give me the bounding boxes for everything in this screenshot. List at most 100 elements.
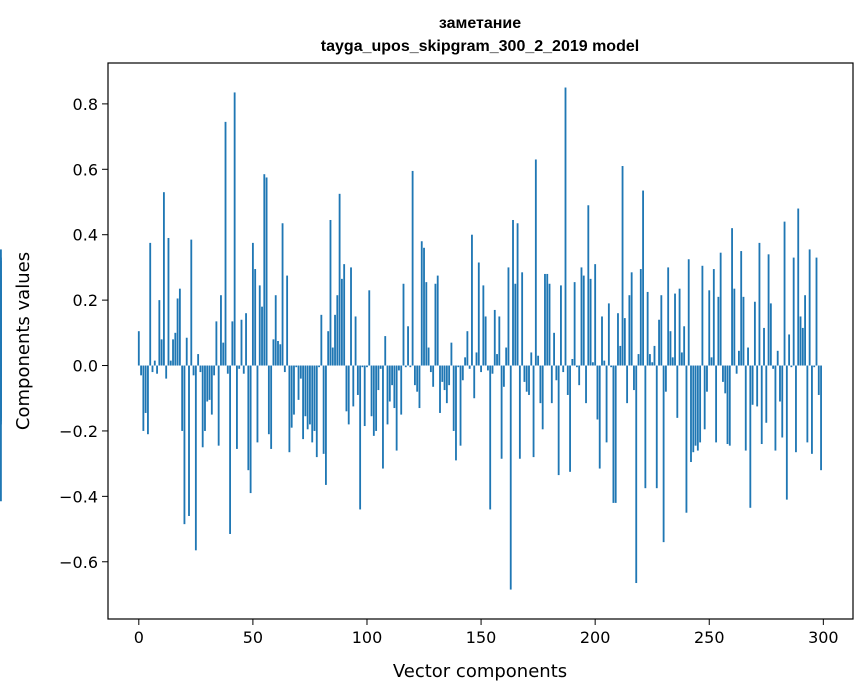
bar [557, 365, 560, 476]
bar [683, 326, 686, 366]
bar [356, 365, 359, 395]
bar [815, 257, 818, 366]
bar [441, 365, 444, 382]
bar [233, 92, 236, 366]
bar [404, 365, 407, 368]
bar [306, 365, 309, 430]
bar [174, 332, 177, 366]
bar [279, 344, 282, 366]
bar [347, 365, 350, 425]
bar [156, 365, 158, 374]
bar [553, 332, 555, 366]
bar [281, 223, 284, 366]
bar [201, 365, 204, 448]
bar [368, 290, 371, 366]
bar [728, 365, 731, 446]
bar [334, 314, 336, 366]
bar [658, 319, 660, 366]
bar [530, 352, 533, 366]
bar [436, 275, 439, 366]
bar [772, 365, 775, 369]
bar [267, 365, 270, 435]
bar [708, 290, 711, 366]
bar [254, 269, 257, 366]
bar [242, 365, 245, 374]
bar [619, 345, 622, 366]
bar [455, 365, 457, 461]
bar [375, 365, 378, 431]
bar [804, 295, 806, 366]
bar [423, 247, 425, 366]
bar [801, 327, 804, 366]
bar [779, 365, 781, 402]
bar [151, 365, 154, 373]
bar [473, 365, 476, 399]
bar [158, 300, 161, 366]
bar [270, 365, 273, 449]
bar [715, 365, 718, 443]
bar [498, 316, 501, 366]
bar [398, 365, 400, 371]
bar [817, 365, 820, 395]
bar [742, 296, 745, 366]
bar [724, 365, 727, 394]
bar [432, 365, 435, 387]
bar [744, 365, 747, 451]
bar [642, 190, 644, 366]
bar [272, 339, 275, 366]
bar [534, 159, 537, 366]
bar [391, 365, 393, 386]
bar [188, 365, 190, 516]
bar [217, 365, 220, 446]
bar [400, 365, 403, 415]
bar [662, 365, 665, 543]
bar [537, 355, 540, 366]
bar [765, 365, 768, 423]
bar [331, 347, 334, 366]
bar [598, 365, 601, 469]
bar [541, 365, 544, 430]
bar [302, 365, 305, 440]
bar [820, 365, 822, 471]
bar [359, 365, 362, 510]
bar [555, 365, 558, 381]
bar [678, 288, 681, 366]
bar [694, 365, 697, 446]
chart-title-line-2: tayga_upos_skipgram_300_2_2019 model [321, 38, 639, 55]
bar [475, 352, 478, 366]
bar [231, 321, 234, 366]
bar [407, 326, 409, 366]
bar [167, 237, 170, 366]
y-tick-label: −0.4 [59, 487, 98, 506]
bar [286, 275, 289, 366]
bar [676, 365, 679, 418]
bar [409, 365, 412, 368]
bar [813, 365, 816, 368]
bar [717, 296, 720, 366]
bar [220, 295, 222, 366]
bar [345, 365, 348, 412]
bar [594, 264, 597, 366]
bar [251, 242, 254, 366]
bar [236, 365, 238, 449]
y-tick-label: 0.8 [73, 95, 98, 114]
bar [386, 365, 389, 425]
bar [172, 339, 174, 366]
bar [277, 341, 279, 366]
bar [582, 275, 585, 366]
bar [183, 365, 186, 525]
bar [192, 365, 195, 376]
bar [240, 319, 243, 366]
bar [521, 272, 524, 366]
bar [382, 365, 384, 469]
bar [226, 365, 229, 374]
bar [416, 365, 419, 392]
bar [142, 365, 145, 431]
bar [785, 365, 788, 500]
bar [763, 327, 765, 366]
bar [491, 365, 494, 374]
bar [162, 192, 165, 366]
bar [797, 208, 800, 366]
bar [457, 365, 460, 368]
bar [450, 342, 453, 366]
